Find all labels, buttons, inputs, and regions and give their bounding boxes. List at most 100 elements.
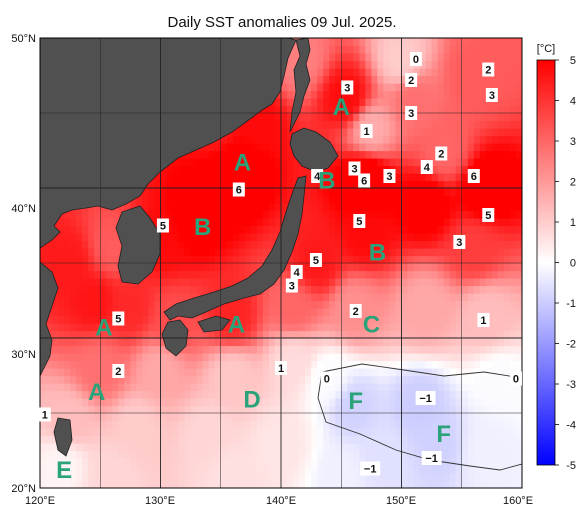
anomaly-cell <box>359 240 366 249</box>
anomaly-cell <box>449 308 457 317</box>
anomaly-cell <box>190 203 198 212</box>
anomaly-cell <box>214 473 222 482</box>
anomaly-cell <box>413 180 421 189</box>
anomaly-cell <box>515 278 522 287</box>
anomaly-cell <box>184 210 192 219</box>
anomaly-cell <box>118 375 125 384</box>
anomaly-cell <box>461 120 469 129</box>
anomaly-cell <box>443 120 451 129</box>
anomaly-cell <box>461 188 469 197</box>
contour-label-box <box>290 265 303 279</box>
anomaly-cell <box>389 300 397 309</box>
anomaly-cell <box>335 90 342 99</box>
anomaly-cell <box>232 473 240 482</box>
anomaly-cell <box>299 315 306 324</box>
anomaly-cell <box>76 278 83 287</box>
anomaly-cell <box>413 428 421 437</box>
anomaly-cell <box>359 330 366 339</box>
anomaly-cell <box>88 368 95 377</box>
anomaly-cell <box>244 413 252 422</box>
anomaly-cell <box>293 428 300 437</box>
anomaly-cell <box>389 263 397 272</box>
anomaly-cell <box>160 368 168 377</box>
anomaly-cell <box>383 473 391 482</box>
anomaly-cell <box>425 195 433 204</box>
anomaly-cell <box>274 180 282 189</box>
anomaly-cell <box>461 300 469 309</box>
anomaly-cell <box>100 233 107 242</box>
anomaly-cell <box>437 188 445 197</box>
anomaly-cell <box>88 413 95 422</box>
anomaly-cell <box>136 383 144 392</box>
anomaly-cell <box>473 83 481 92</box>
anomaly-cell <box>503 195 511 204</box>
anomaly-cell <box>389 60 397 69</box>
anomaly-cell <box>341 68 348 77</box>
anomaly-cell <box>287 435 294 444</box>
anomaly-cell <box>347 360 354 369</box>
anomaly-cell <box>401 53 409 62</box>
anomaly-cell <box>106 300 113 309</box>
anomaly-cell <box>250 428 258 437</box>
anomaly-cell <box>274 353 282 362</box>
anomaly-cell <box>443 158 451 167</box>
anomaly-cell <box>485 248 493 257</box>
anomaly-cell <box>395 285 403 294</box>
anomaly-cell <box>341 480 348 488</box>
anomaly-cell <box>449 458 457 467</box>
colorbar-scale <box>536 59 556 466</box>
anomaly-cell <box>226 345 234 354</box>
anomaly-cell <box>226 203 234 212</box>
anomaly-cell <box>88 390 95 399</box>
anomaly-cell <box>371 450 378 459</box>
contour-label-text: 3 <box>408 108 414 120</box>
anomaly-cell <box>317 75 324 84</box>
anomaly-cell <box>268 420 276 429</box>
anomaly-cell <box>491 405 499 414</box>
anomaly-cell <box>467 53 475 62</box>
anomaly-cell <box>299 435 306 444</box>
anomaly-cell <box>142 278 150 287</box>
anomaly-cell <box>88 450 95 459</box>
anomaly-cell <box>196 398 204 407</box>
anomaly-cell <box>232 458 240 467</box>
contour-label-box <box>38 407 51 422</box>
anomaly-cell <box>202 195 210 204</box>
anomaly-cell <box>431 465 439 474</box>
anomaly-cell <box>389 68 397 77</box>
anomaly-cell <box>341 45 348 54</box>
anomaly-cell <box>154 375 162 384</box>
anomaly-cell <box>515 323 522 332</box>
anomaly-cell <box>497 113 505 122</box>
anomaly-cell <box>359 143 366 152</box>
anomaly-cell <box>160 165 168 174</box>
anomaly-cell <box>389 45 397 54</box>
anomaly-cell <box>256 233 264 242</box>
anomaly-cell <box>136 473 144 482</box>
anomaly-cell <box>148 375 156 384</box>
anomaly-cell <box>160 278 168 287</box>
anomaly-cell <box>467 38 475 47</box>
anomaly-cell <box>509 120 517 129</box>
anomaly-cell <box>214 435 222 444</box>
anomaly-cell <box>256 368 264 377</box>
contour-label: 0 <box>320 371 333 386</box>
anomaly-cell <box>202 435 210 444</box>
anomaly-cell <box>425 225 433 234</box>
anomaly-cell <box>94 413 101 422</box>
anomaly-cell <box>491 428 499 437</box>
anomaly-cell <box>509 398 517 407</box>
anomaly-cell <box>347 255 354 264</box>
contour-label-box <box>421 451 442 465</box>
anomaly-cell <box>70 368 77 377</box>
anomaly-cell <box>130 315 138 324</box>
anomaly-cell <box>256 150 264 159</box>
anomaly-cell <box>262 473 270 482</box>
anomaly-cell <box>166 450 174 459</box>
anomaly-cell <box>485 105 493 114</box>
anomaly-cell <box>443 90 451 99</box>
anomaly-cell <box>371 188 378 197</box>
anomaly-cell <box>94 443 101 452</box>
anomaly-cell <box>287 135 294 144</box>
anomaly-cell <box>395 203 403 212</box>
